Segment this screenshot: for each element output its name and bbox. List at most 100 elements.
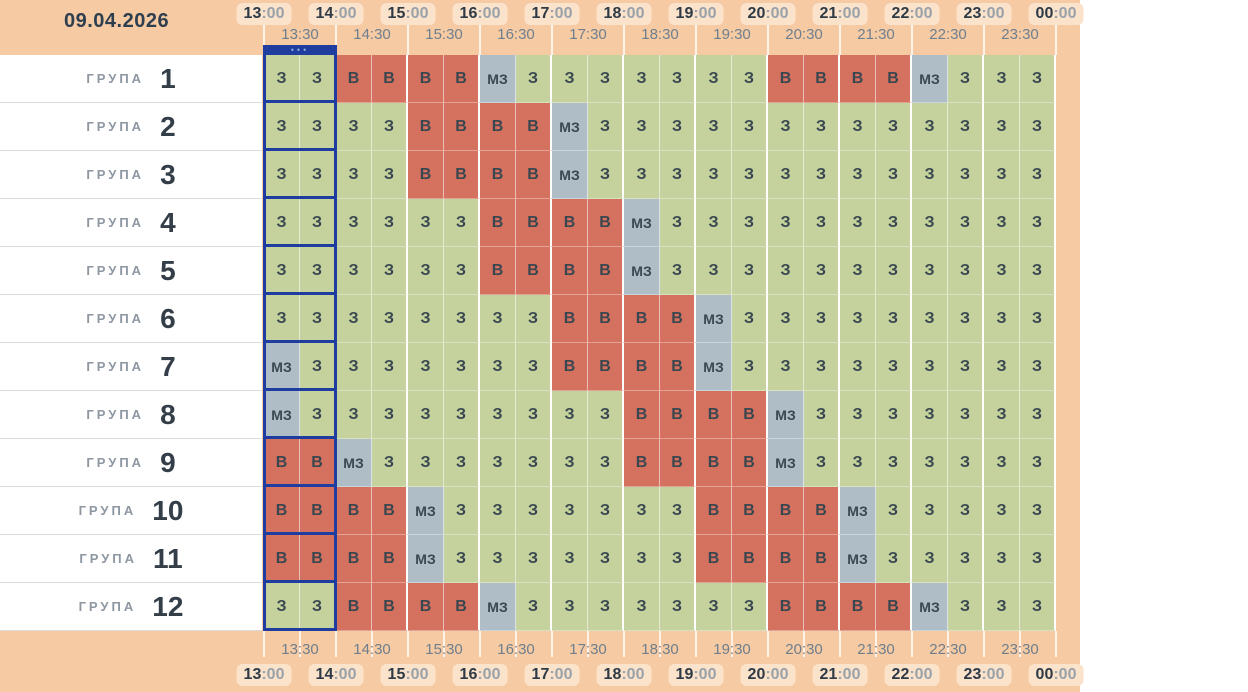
schedule-cell[interactable]: В bbox=[732, 535, 768, 583]
schedule-cell[interactable]: З bbox=[696, 55, 732, 103]
schedule-cell[interactable]: З bbox=[588, 391, 624, 439]
schedule-cell[interactable]: З bbox=[732, 55, 768, 103]
schedule-cell[interactable]: МЗ bbox=[696, 295, 732, 343]
schedule-cell[interactable]: В bbox=[840, 55, 876, 103]
schedule-cell[interactable]: В bbox=[696, 487, 732, 535]
schedule-cell[interactable]: В bbox=[264, 487, 300, 535]
schedule-cell[interactable]: В bbox=[444, 55, 480, 103]
schedule-cell[interactable]: З bbox=[300, 583, 336, 631]
schedule-cell[interactable]: В bbox=[732, 487, 768, 535]
schedule-cell[interactable]: З bbox=[516, 535, 552, 583]
schedule-cell[interactable]: З bbox=[624, 487, 660, 535]
schedule-cell[interactable]: З bbox=[1020, 295, 1056, 343]
schedule-cell[interactable]: З bbox=[984, 535, 1020, 583]
schedule-cell[interactable]: З bbox=[336, 199, 372, 247]
schedule-cell[interactable]: З bbox=[372, 103, 408, 151]
schedule-cell[interactable]: З bbox=[804, 439, 840, 487]
schedule-cell[interactable]: З bbox=[588, 103, 624, 151]
schedule-cell[interactable]: В bbox=[768, 55, 804, 103]
schedule-cell[interactable]: З bbox=[264, 151, 300, 199]
schedule-cell[interactable]: З bbox=[408, 343, 444, 391]
schedule-cell[interactable]: З bbox=[516, 439, 552, 487]
schedule-cell[interactable]: В bbox=[588, 247, 624, 295]
schedule-cell[interactable]: З bbox=[660, 247, 696, 295]
schedule-cell[interactable]: В bbox=[408, 103, 444, 151]
schedule-cell[interactable]: З bbox=[984, 151, 1020, 199]
schedule-cell[interactable]: В bbox=[696, 535, 732, 583]
schedule-cell[interactable]: З bbox=[948, 199, 984, 247]
schedule-cell[interactable]: З bbox=[732, 151, 768, 199]
schedule-cell[interactable]: З bbox=[948, 103, 984, 151]
schedule-cell[interactable]: З bbox=[732, 199, 768, 247]
schedule-cell[interactable]: В bbox=[408, 583, 444, 631]
schedule-cell[interactable]: МЗ bbox=[624, 199, 660, 247]
schedule-cell[interactable]: В bbox=[588, 199, 624, 247]
schedule-cell[interactable]: МЗ bbox=[624, 247, 660, 295]
schedule-cell[interactable]: З bbox=[444, 247, 480, 295]
schedule-cell[interactable]: З bbox=[624, 103, 660, 151]
schedule-cell[interactable]: З bbox=[732, 103, 768, 151]
schedule-cell[interactable]: З bbox=[948, 247, 984, 295]
schedule-cell[interactable]: В bbox=[408, 151, 444, 199]
schedule-cell[interactable]: З bbox=[804, 343, 840, 391]
schedule-cell[interactable]: З bbox=[372, 391, 408, 439]
schedule-cell[interactable]: З bbox=[768, 103, 804, 151]
schedule-cell[interactable]: З bbox=[876, 151, 912, 199]
schedule-cell[interactable]: З bbox=[372, 247, 408, 295]
schedule-cell[interactable]: З bbox=[336, 247, 372, 295]
schedule-cell[interactable]: В bbox=[696, 439, 732, 487]
schedule-cell[interactable]: З bbox=[768, 247, 804, 295]
schedule-cell[interactable]: З bbox=[480, 535, 516, 583]
schedule-cell[interactable]: З bbox=[300, 55, 336, 103]
schedule-cell[interactable]: З bbox=[660, 583, 696, 631]
schedule-cell[interactable]: З bbox=[624, 55, 660, 103]
schedule-cell[interactable]: З bbox=[840, 439, 876, 487]
schedule-cell[interactable]: З bbox=[804, 103, 840, 151]
schedule-cell[interactable]: З bbox=[1020, 487, 1056, 535]
schedule-cell[interactable]: З bbox=[732, 583, 768, 631]
schedule-cell[interactable]: МЗ bbox=[840, 487, 876, 535]
schedule-cell[interactable]: З bbox=[732, 247, 768, 295]
schedule-cell[interactable]: З bbox=[444, 295, 480, 343]
schedule-cell[interactable]: З bbox=[588, 439, 624, 487]
schedule-cell[interactable]: З bbox=[660, 487, 696, 535]
schedule-cell[interactable]: З bbox=[984, 391, 1020, 439]
schedule-cell[interactable]: В bbox=[624, 439, 660, 487]
schedule-cell[interactable]: МЗ bbox=[264, 343, 300, 391]
schedule-cell[interactable]: З bbox=[264, 295, 300, 343]
schedule-cell[interactable]: В bbox=[804, 535, 840, 583]
schedule-cell[interactable]: В bbox=[336, 487, 372, 535]
schedule-cell[interactable]: З bbox=[1020, 103, 1056, 151]
schedule-cell[interactable]: В bbox=[804, 487, 840, 535]
schedule-cell[interactable]: З bbox=[264, 103, 300, 151]
schedule-cell[interactable]: З bbox=[480, 439, 516, 487]
schedule-cell[interactable]: З bbox=[552, 535, 588, 583]
schedule-cell[interactable]: В bbox=[336, 583, 372, 631]
schedule-cell[interactable]: З bbox=[768, 343, 804, 391]
schedule-cell[interactable]: В bbox=[372, 583, 408, 631]
schedule-cell[interactable]: З bbox=[300, 151, 336, 199]
schedule-cell[interactable]: З bbox=[984, 247, 1020, 295]
schedule-cell[interactable]: З bbox=[660, 103, 696, 151]
schedule-cell[interactable]: З bbox=[660, 535, 696, 583]
schedule-cell[interactable]: З bbox=[876, 295, 912, 343]
schedule-cell[interactable]: З bbox=[912, 295, 948, 343]
schedule-cell[interactable]: В bbox=[660, 439, 696, 487]
schedule-cell[interactable]: З bbox=[732, 343, 768, 391]
schedule-cell[interactable]: З bbox=[372, 151, 408, 199]
schedule-cell[interactable]: В bbox=[336, 535, 372, 583]
schedule-cell[interactable]: З bbox=[444, 439, 480, 487]
schedule-cell[interactable]: З bbox=[480, 295, 516, 343]
schedule-cell[interactable]: З bbox=[840, 199, 876, 247]
schedule-cell[interactable]: МЗ bbox=[912, 583, 948, 631]
schedule-cell[interactable]: В bbox=[624, 391, 660, 439]
schedule-cell[interactable]: З bbox=[984, 487, 1020, 535]
schedule-cell[interactable]: В bbox=[300, 439, 336, 487]
schedule-cell[interactable]: В bbox=[660, 295, 696, 343]
schedule-cell[interactable]: МЗ bbox=[768, 439, 804, 487]
schedule-cell[interactable]: З bbox=[516, 295, 552, 343]
schedule-cell[interactable]: З bbox=[948, 55, 984, 103]
schedule-cell[interactable]: З bbox=[768, 199, 804, 247]
schedule-cell[interactable]: В bbox=[732, 439, 768, 487]
schedule-cell[interactable]: З bbox=[912, 439, 948, 487]
